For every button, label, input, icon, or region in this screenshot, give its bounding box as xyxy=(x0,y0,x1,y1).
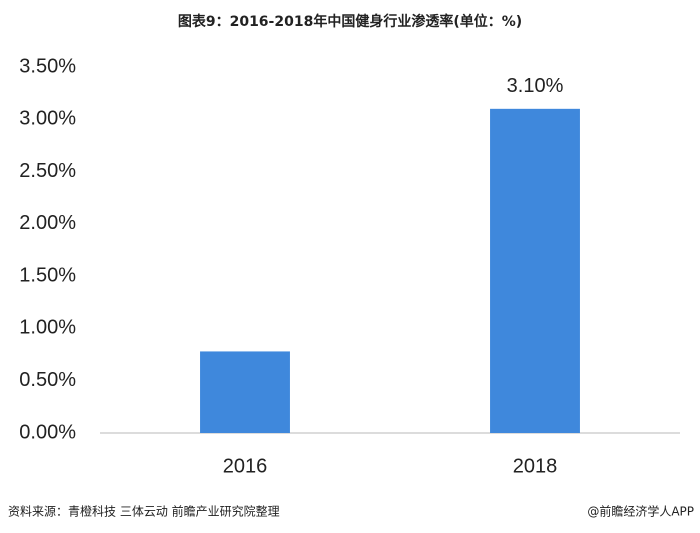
source-note: 资料来源：青橙科技 三体云动 前瞻产业研究院整理 xyxy=(8,504,280,519)
x-tick-label: 2016 xyxy=(223,455,268,477)
y-tick-label: 1.50% xyxy=(19,264,76,286)
y-tick-label: 0.50% xyxy=(19,369,76,391)
credit: @前瞻经济学人APP xyxy=(587,504,694,519)
x-tick-label: 2018 xyxy=(513,455,558,477)
bar xyxy=(200,351,290,433)
y-tick-label: 2.50% xyxy=(19,160,76,182)
chart-title: 图表9：2016-2018年中国健身行业渗透率(单位：%) xyxy=(178,13,522,30)
data-label: 3.10% xyxy=(507,75,564,97)
y-tick-label: 0.00% xyxy=(19,421,76,443)
bar xyxy=(490,108,580,433)
y-tick-label: 2.00% xyxy=(19,212,76,234)
y-tick-label: 1.00% xyxy=(19,317,76,339)
y-tick-label: 3.00% xyxy=(19,108,76,130)
y-tick-label: 3.50% xyxy=(19,55,76,77)
